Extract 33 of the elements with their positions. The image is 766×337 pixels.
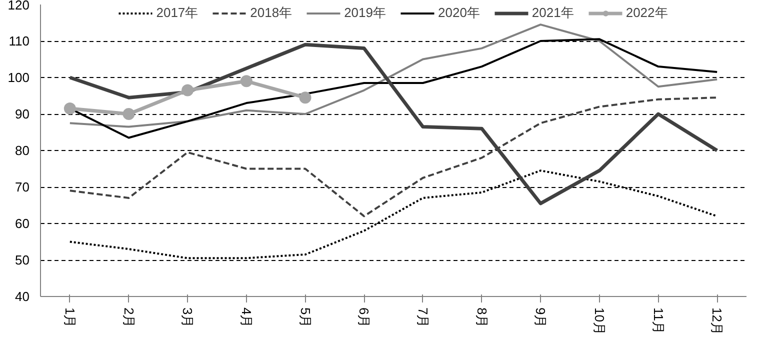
point (240, 75, 252, 88)
x-tick-label: 3月 (180, 308, 196, 328)
legend-label: 2017年 (156, 4, 198, 22)
legend-label: 2018年 (250, 4, 292, 22)
point (299, 92, 312, 104)
x-tick-label: 9月 (533, 308, 548, 328)
x-tick-label: 11月 (650, 308, 666, 334)
y-tick-label: 120 (8, 0, 30, 12)
x-tick-label: 7月 (415, 308, 430, 328)
point (122, 108, 135, 120)
y-tick-label: 50 (15, 252, 30, 268)
x-tick-label: 5月 (298, 308, 313, 328)
x-tick-label: 8月 (474, 308, 490, 328)
line-series (68, 24, 718, 128)
point (64, 102, 76, 115)
legend-label: 2020年 (438, 4, 480, 22)
point (182, 84, 194, 96)
y-tick-label: 110 (8, 34, 30, 48)
y-tick-label: 90 (15, 106, 30, 122)
legend-label: 2022年 (626, 4, 668, 22)
x-tick-label: 10月 (592, 308, 607, 335)
y-tick-label: 60 (15, 216, 30, 231)
y-tick-label: 40 (15, 289, 30, 304)
legend-label: 2019年 (344, 4, 386, 22)
y-tick-label: 100 (8, 70, 30, 85)
x-tick-label: 1月 (62, 308, 78, 328)
y-tick-label: 80 (15, 143, 30, 158)
x-tick-label: 4月 (238, 308, 254, 328)
x-tick-label: 2月 (121, 308, 136, 328)
y-tick-label: 70 (15, 180, 30, 194)
legend-label: 2021年 (532, 4, 574, 22)
x-tick-label: 6月 (356, 308, 372, 328)
x-tick-label: 12月 (710, 308, 725, 335)
